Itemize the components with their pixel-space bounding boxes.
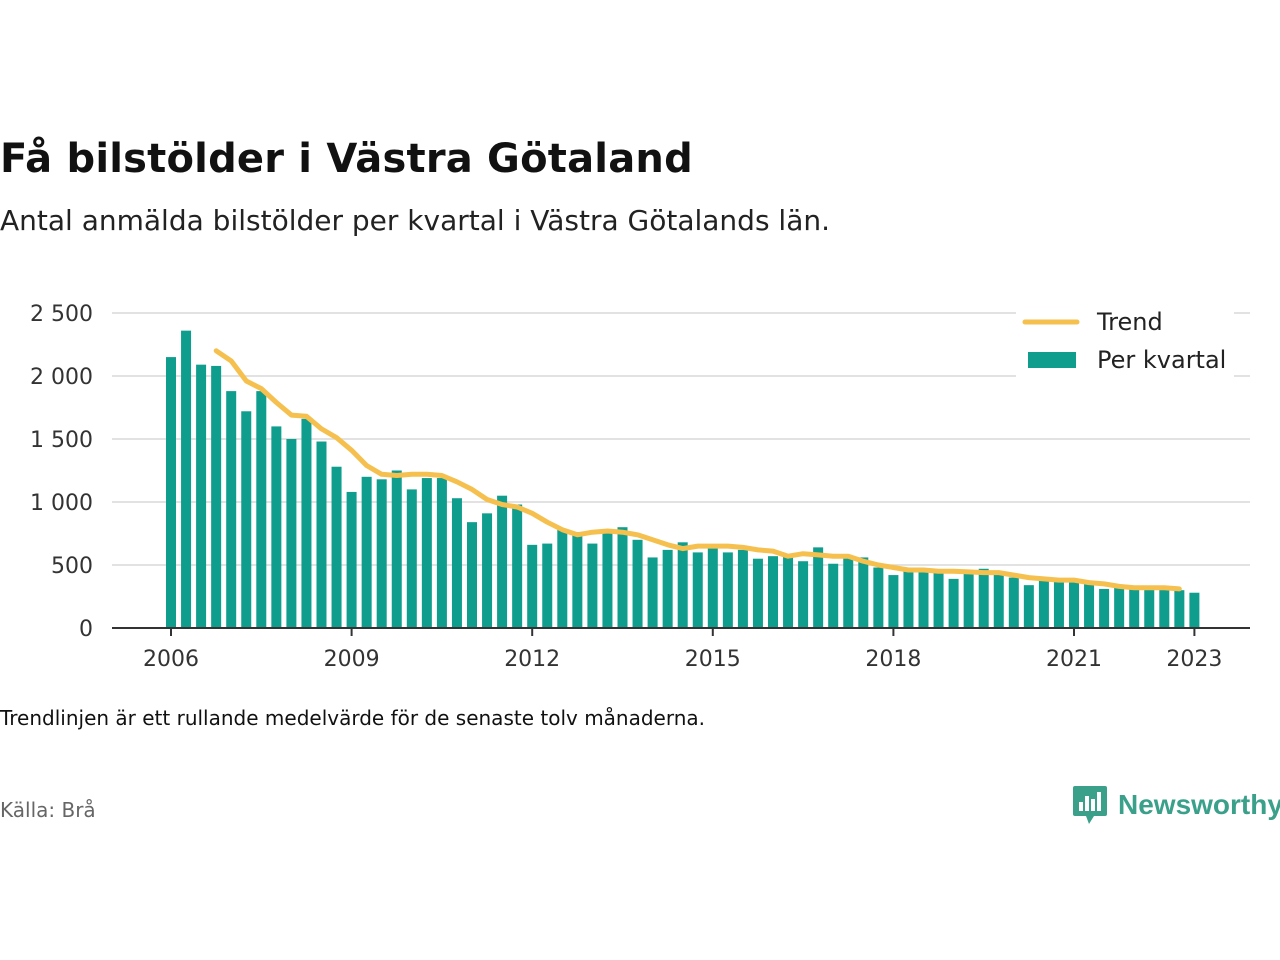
bar [1084, 583, 1095, 628]
legend-bar-swatch [1028, 352, 1076, 368]
y-tick-label: 2 500 [30, 302, 93, 327]
bar [737, 549, 748, 628]
bar [903, 571, 914, 628]
brand-name: Newsworthy [1118, 789, 1280, 820]
newsworthy-logo-icon [1073, 786, 1107, 824]
bar [527, 544, 538, 628]
bar [376, 479, 387, 628]
bar [632, 539, 643, 628]
legend-label-trend: Trend [1096, 308, 1163, 336]
chart-area: 0 500 1 000 1 500 2 000 2 500 2006 2009 2012 201… [30, 302, 1250, 672]
bar [722, 552, 733, 628]
y-tick-label: 500 [51, 554, 93, 579]
trend-line [213, 348, 1182, 592]
bar [436, 478, 447, 628]
bar [587, 543, 598, 628]
bar [241, 411, 252, 628]
bar [752, 558, 763, 628]
bar [361, 476, 372, 628]
bar [467, 522, 477, 628]
newsworthy-logo[interactable]: Newsworthy [1072, 784, 1280, 826]
bar [707, 547, 718, 628]
bar [647, 557, 658, 628]
bar [843, 557, 854, 628]
x-tick-label: 2021 [1046, 647, 1102, 672]
bar [256, 391, 267, 628]
bar [1099, 588, 1110, 628]
bar [813, 547, 824, 628]
x-tick-label: 2015 [685, 647, 741, 672]
legend-label-per-kvartal: Per kvartal [1097, 346, 1226, 374]
bar [346, 491, 357, 628]
bar-series [166, 330, 1200, 628]
bar [828, 563, 839, 628]
y-tick-label: 2 000 [30, 365, 93, 390]
bar [993, 573, 1004, 628]
bar [873, 567, 884, 628]
bar [602, 529, 613, 628]
bar [406, 489, 417, 628]
y-tick-label: 1 500 [30, 428, 93, 453]
y-axis-labels: 0 500 1 000 1 500 2 000 2 500 [30, 302, 93, 642]
bar [1053, 581, 1064, 628]
x-axis-ticks: 2006 2009 2012 2015 2018 2021 2023 [143, 628, 1222, 672]
bar [768, 556, 778, 628]
chart-subtitle: Antal anmälda bilstölder per kvartal i V… [0, 204, 831, 237]
bar [978, 568, 989, 628]
bar [783, 556, 794, 628]
bar [301, 418, 312, 628]
bar [662, 549, 673, 628]
x-tick-label: 2023 [1166, 647, 1222, 672]
bar [963, 571, 974, 628]
bar [933, 572, 944, 628]
bar [196, 364, 207, 628]
bar [226, 391, 237, 628]
legend: Trend Per kvartal [1016, 304, 1234, 392]
bar [557, 529, 568, 628]
bar [918, 570, 929, 628]
chart-title: Få bilstölder i Västra Götaland [0, 136, 693, 182]
bar [391, 470, 402, 628]
bar [948, 578, 959, 628]
bar [1008, 577, 1019, 628]
bar [1144, 588, 1155, 628]
legend-background [1016, 304, 1234, 392]
bar [617, 527, 628, 628]
bar [512, 504, 523, 628]
footnote: Trendlinjen är ett rullande medelvärde f… [0, 706, 706, 730]
bar [497, 495, 508, 628]
bar [1159, 588, 1170, 628]
x-tick-label: 2012 [504, 647, 560, 672]
bar [888, 575, 899, 628]
x-tick-label: 2018 [865, 647, 921, 672]
bar [451, 498, 462, 628]
x-tick-label: 2009 [324, 647, 380, 672]
bar [1174, 590, 1185, 628]
bar [1129, 588, 1140, 628]
bar [692, 552, 703, 628]
bar [316, 441, 327, 628]
bar [286, 439, 297, 628]
bar [542, 543, 553, 628]
bar [858, 557, 869, 628]
bar [482, 513, 493, 628]
bar [271, 426, 282, 628]
bar [798, 561, 809, 628]
bar [1023, 585, 1034, 628]
bar [677, 542, 688, 628]
bar [211, 365, 222, 628]
bar [166, 357, 176, 628]
bar [181, 330, 192, 628]
bar [1114, 585, 1125, 628]
bar [1069, 581, 1079, 628]
bar [421, 478, 432, 628]
y-tick-label: 1 000 [30, 491, 93, 516]
bar [1038, 580, 1049, 628]
source-label: Källa: Brå [0, 798, 96, 822]
bar [1189, 592, 1200, 628]
bar [331, 466, 342, 628]
bar [572, 532, 583, 628]
y-tick-label: 0 [79, 617, 93, 642]
x-tick-label: 2006 [143, 647, 199, 672]
